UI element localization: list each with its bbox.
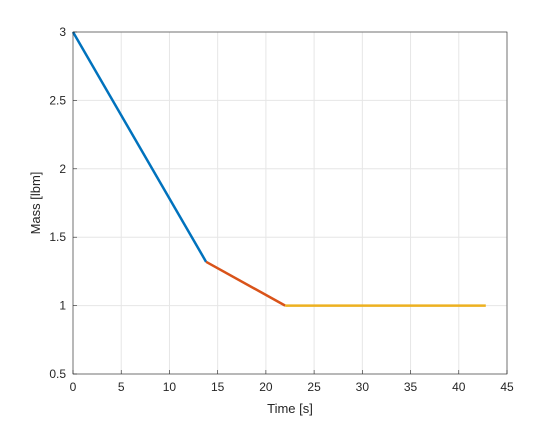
- x-tick-label: 20: [259, 380, 273, 394]
- plot-frame: [72, 31, 508, 375]
- y-tick-label: 2: [59, 162, 66, 176]
- y-tick-label: 1: [59, 299, 66, 313]
- series-line-2: [205, 260, 286, 307]
- x-tick-label: 25: [307, 380, 321, 394]
- y-tick-label: 2.5: [49, 93, 66, 107]
- series-group: [71, 31, 486, 307]
- plot-area: [73, 32, 507, 374]
- x-tick-label: 0: [70, 380, 77, 394]
- y-tick-label: 1.5: [49, 230, 66, 244]
- x-tick-label: 5: [118, 380, 125, 394]
- y-axis-ticks: 0.5 1 1.5 2 2.5 3: [49, 25, 77, 381]
- x-tick-label: 15: [211, 380, 225, 394]
- x-axis-ticks: 0 5 10 15 20 25 30 35 40 45: [70, 370, 514, 394]
- x-tick-label: 35: [404, 380, 418, 394]
- x-tick-label: 45: [500, 380, 514, 394]
- series-line-1: [71, 31, 208, 263]
- x-axis-label: Time [s]: [267, 401, 313, 416]
- y-tick-label: 3: [59, 25, 66, 39]
- x-tick-label: 40: [452, 380, 466, 394]
- y-axis-label: Mass [lbm]: [28, 172, 43, 235]
- y-tick-label: 0.5: [49, 367, 66, 381]
- x-tick-label: 10: [163, 380, 177, 394]
- x-tick-label: 30: [356, 380, 370, 394]
